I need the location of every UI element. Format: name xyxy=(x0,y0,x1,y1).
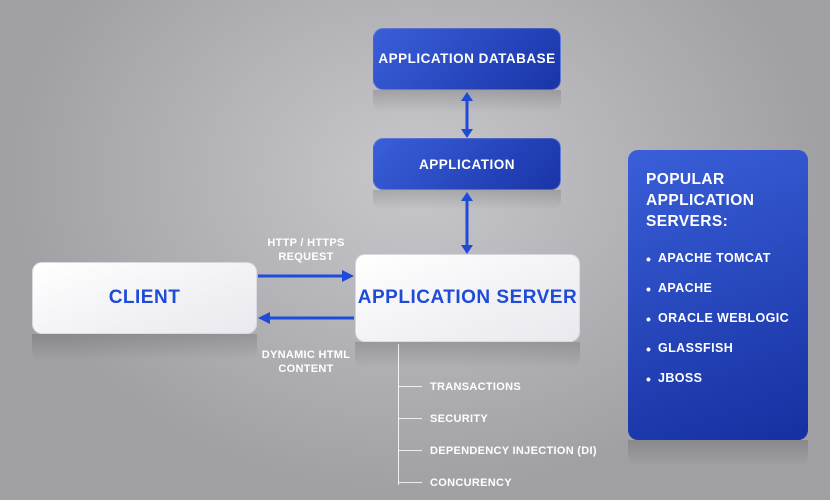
arrow-request xyxy=(258,268,354,284)
feature-label-0: TRANSACTIONS xyxy=(430,381,521,393)
response-label: DYNAMIC HTML CONTENT xyxy=(252,348,360,377)
sidebar-item-0: APACHE TOMCAT xyxy=(646,251,790,265)
request-label: HTTP / HTTPS REQUEST xyxy=(258,236,354,265)
appserver-reflection xyxy=(355,342,580,368)
feature-branch-0 xyxy=(398,386,422,387)
feature-branch-2 xyxy=(398,450,422,451)
arrow-db-app xyxy=(459,92,475,138)
sidebar-title: POPULAR APPLICATION SERVERS: xyxy=(646,170,790,233)
database-box: APPLICATION DATABASE xyxy=(373,28,561,90)
feature-branch-3 xyxy=(398,482,422,483)
feature-label-1: SECURITY xyxy=(430,413,488,425)
arrow-app-server xyxy=(459,192,475,254)
client-label: CLIENT xyxy=(109,287,181,309)
sidebar-reflection xyxy=(628,440,808,466)
arrow-response xyxy=(258,310,354,326)
appserver-label: APPLICATION SERVER xyxy=(358,286,577,310)
popular-servers-sidebar: POPULAR APPLICATION SERVERS: APACHE TOMC… xyxy=(628,150,808,440)
sidebar-item-2: ORACLE WEBLOGIC xyxy=(646,311,790,325)
database-label: APPLICATION DATABASE xyxy=(378,50,555,68)
appserver-box: APPLICATION SERVER xyxy=(355,254,580,342)
application-label: APPLICATION xyxy=(419,157,515,172)
feature-label-2: DEPENDENCY INJECTION (DI) xyxy=(430,445,597,457)
sidebar-item-3: GLASSFISH xyxy=(646,341,790,355)
sidebar-item-1: APACHE xyxy=(646,281,790,295)
sidebar-item-4: JBOSS xyxy=(646,371,790,385)
feature-label-3: CONCURENCY xyxy=(430,477,512,489)
feature-stem xyxy=(398,344,399,485)
sidebar-list: APACHE TOMCAT APACHE ORACLE WEBLOGIC GLA… xyxy=(646,251,790,385)
client-reflection xyxy=(32,334,257,360)
application-box: APPLICATION xyxy=(373,138,561,190)
client-box: CLIENT xyxy=(32,262,257,334)
feature-branch-1 xyxy=(398,418,422,419)
